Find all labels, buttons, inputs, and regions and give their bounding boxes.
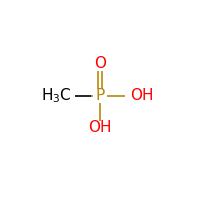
Text: OH: OH bbox=[130, 88, 154, 104]
Text: OH: OH bbox=[88, 120, 112, 136]
Text: $\mathregular{H_3C}$: $\mathregular{H_3C}$ bbox=[41, 87, 72, 105]
Text: P: P bbox=[95, 88, 105, 104]
Text: O: O bbox=[94, 56, 106, 72]
